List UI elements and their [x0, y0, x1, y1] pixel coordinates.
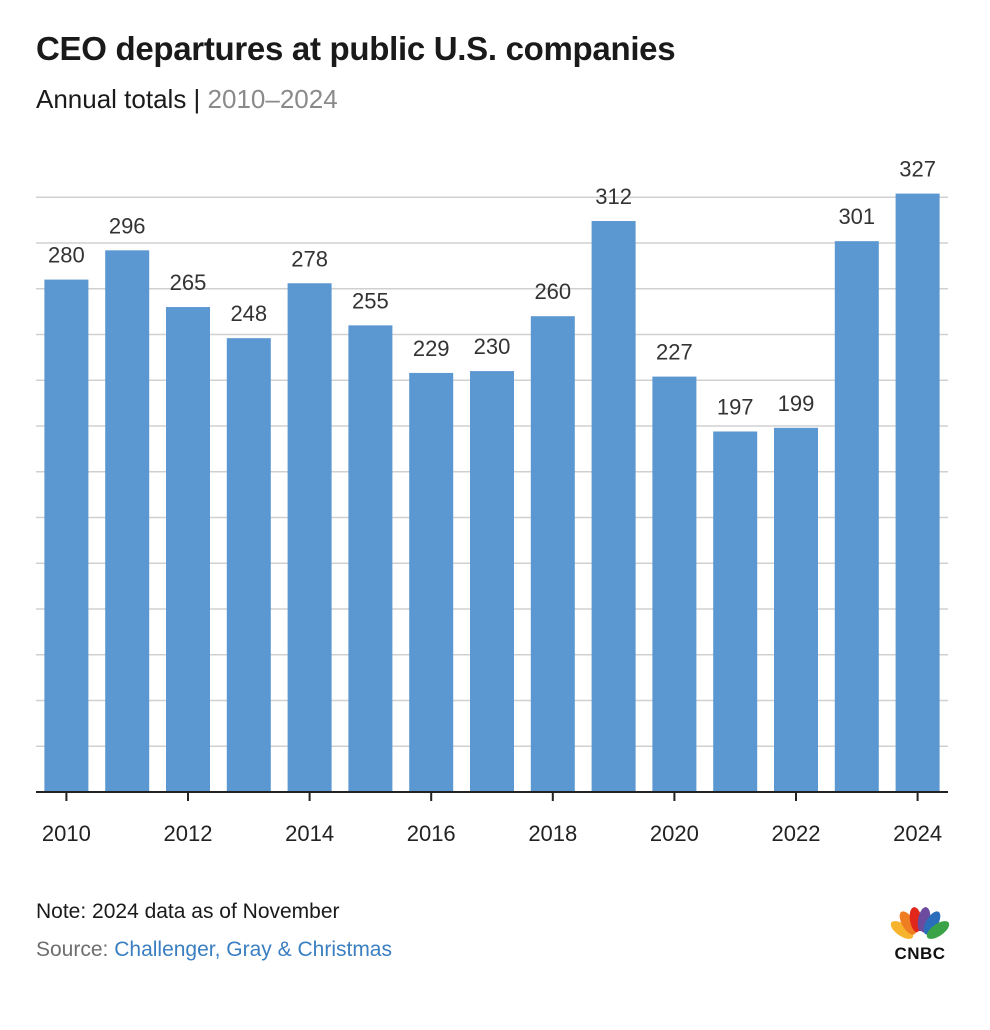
source-link[interactable]: Challenger, Gray & Christmas [114, 938, 392, 961]
cnbc-peacock-icon [890, 907, 950, 943]
bar-value-label-2019: 312 [595, 184, 632, 209]
bar-2012 [166, 307, 210, 792]
x-axis: 2010 2012 2014 2016 2018 2020 2022 2024 [36, 791, 948, 846]
chart-title: CEO departures at public U.S. companies [36, 30, 676, 67]
bar-2017 [470, 371, 514, 792]
bar-chart: 280 296 265 248 278 255 229 230 260 312 227 197 199 3… [36, 157, 948, 846]
x-tick-label-2016: 2016 [407, 821, 456, 846]
bar-value-label-2015: 255 [352, 288, 389, 313]
source-prefix: Source: [36, 938, 115, 961]
source-line: Source: Challenger, Gray & Christmas [36, 938, 392, 962]
bar-2022 [774, 427, 818, 792]
x-tick-label-2020: 2020 [650, 821, 699, 846]
bar-value-label-2010: 280 [48, 243, 85, 268]
chart-subtitle: Annual totals | 2010–2024 [36, 84, 338, 115]
bar-value-label-2020: 227 [656, 340, 693, 365]
x-tick-label-2010: 2010 [42, 821, 91, 846]
footnote: Note: 2024 data as of November [36, 900, 340, 923]
bar-2011 [105, 250, 150, 792]
bar-2014 [287, 283, 332, 792]
bar-value-label-2011: 296 [109, 213, 146, 238]
bar-2015 [348, 325, 393, 792]
bar-value-label-2022: 199 [778, 391, 815, 416]
bar-2021 [713, 431, 758, 792]
x-tick-label-2018: 2018 [528, 821, 577, 846]
bar-value-label-2012: 265 [170, 270, 207, 295]
logo-text: CNBC [894, 944, 946, 963]
x-tick-label-2024: 2024 [893, 821, 942, 846]
bar-value-labels: 280 296 265 248 278 255 229 230 260 312 227 197 199 3… [48, 157, 936, 420]
subtitle-range: 2010–2024 [207, 84, 338, 114]
bar-2019 [591, 221, 636, 793]
bar-2024 [895, 193, 940, 793]
subtitle-main: Annual totals | [36, 84, 208, 114]
bar-value-label-2013: 248 [230, 301, 267, 326]
bar-2013 [226, 338, 271, 792]
x-tick-label-2014: 2014 [285, 821, 334, 846]
cnbc-logo: CNBC [882, 904, 958, 964]
bar-2010 [44, 279, 89, 793]
bars [44, 193, 940, 793]
bar-2020 [652, 376, 697, 792]
bar-value-label-2024: 327 [899, 157, 936, 182]
bar-value-label-2016: 229 [413, 336, 450, 361]
bar-2016 [409, 372, 454, 792]
bar-value-label-2014: 278 [291, 246, 328, 271]
bar-value-label-2021: 197 [717, 394, 754, 419]
bar-value-label-2018: 260 [534, 279, 571, 304]
x-tick-label-2012: 2012 [164, 821, 213, 846]
bar-2018 [530, 316, 575, 792]
x-tick-label-2022: 2022 [772, 821, 821, 846]
bar-value-label-2023: 301 [838, 204, 875, 229]
bar-2023 [834, 241, 879, 793]
bar-value-label-2017: 230 [474, 334, 511, 359]
